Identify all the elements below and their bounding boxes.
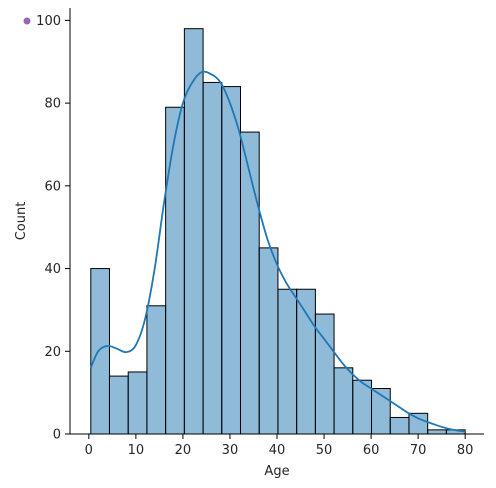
histogram-bar-7	[221, 86, 241, 435]
x-tick-label: 60	[363, 443, 380, 458]
histogram-bar-17	[408, 412, 429, 435]
histogram-bar-9	[258, 247, 279, 435]
y-axis-label: Count	[14, 202, 29, 241]
x-tick-label: 0	[85, 443, 93, 458]
histogram-bar-0	[90, 268, 110, 435]
histogram-bars	[90, 28, 466, 435]
y-tick-label: 0	[53, 428, 61, 443]
histogram-bar-16	[389, 416, 410, 435]
kde-curve	[89, 70, 466, 433]
histogram-bar-13	[333, 367, 354, 435]
histogram-bar-4	[165, 106, 185, 435]
x-tick-label: 50	[316, 443, 333, 458]
y-tick-label: 60	[44, 179, 61, 194]
y-tick-label: 80	[44, 97, 61, 112]
y-tick-label: 100	[36, 14, 61, 29]
histogram-bar-10	[277, 288, 298, 435]
histogram-bar-2	[127, 371, 148, 435]
x-tick-label: 20	[175, 443, 192, 458]
histogram-bar-5	[183, 28, 204, 435]
y-tick-label: 40	[44, 262, 61, 277]
x-axis-ticks: 0 10 20 30 40 50 60 70 80	[85, 434, 474, 458]
marker-dot	[23, 17, 31, 25]
histogram-bar-18	[427, 429, 447, 435]
histogram-bar-14	[352, 379, 373, 435]
histogram-bar-8	[239, 131, 260, 435]
y-tick-label: 20	[44, 345, 61, 360]
x-axis-label: Age	[264, 464, 289, 479]
histogram-bar-11	[296, 288, 316, 435]
histogram-bar-6	[202, 81, 223, 435]
x-tick-label: 40	[269, 443, 286, 458]
histogram-bar-1	[108, 375, 129, 435]
histogram-bar-3	[146, 305, 167, 435]
x-tick-label: 10	[128, 443, 145, 458]
y-axis-ticks: 0 20 40 60 80 100	[36, 14, 70, 443]
x-tick-label: 70	[410, 443, 427, 458]
x-tick-label: 80	[457, 443, 474, 458]
x-tick-label: 30	[222, 443, 239, 458]
